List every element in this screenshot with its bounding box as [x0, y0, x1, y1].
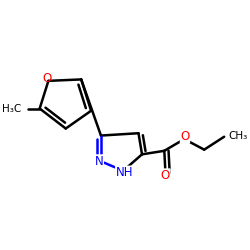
Text: CH₃: CH₃	[229, 130, 248, 140]
Text: O: O	[180, 130, 190, 143]
Text: N: N	[95, 155, 104, 168]
Text: H₃C: H₃C	[2, 104, 21, 114]
Text: O: O	[161, 169, 170, 182]
Text: NH: NH	[116, 166, 133, 179]
Text: O: O	[42, 72, 52, 85]
